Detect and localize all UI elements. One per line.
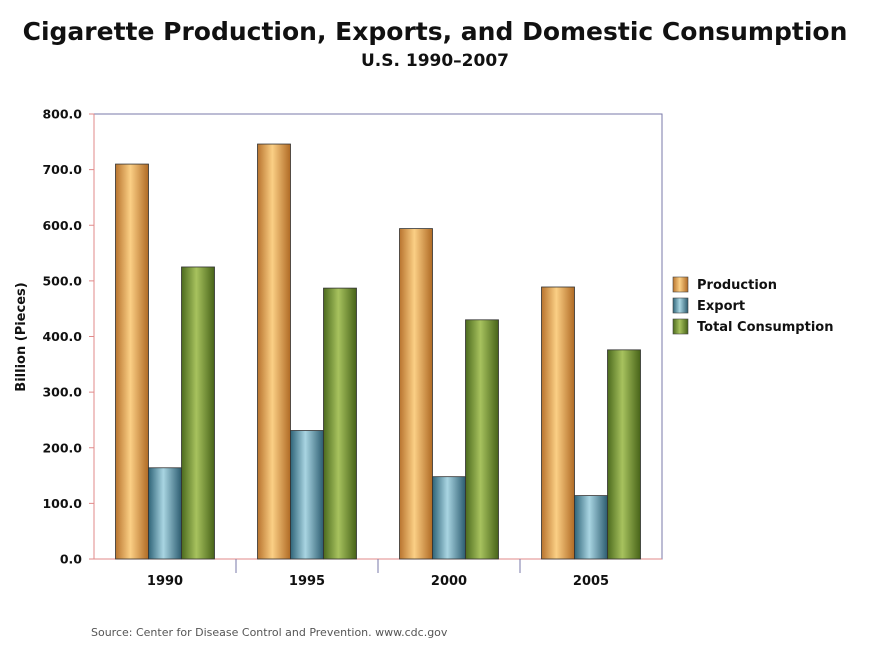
legend-swatch <box>672 276 689 293</box>
y-tick-label: 100.0 <box>42 496 82 511</box>
x-axis-ticks: 1990 1995 2000 2005 <box>147 559 609 589</box>
legend-swatch <box>672 297 689 314</box>
chart-subtitle: U.S. 1990–2007 <box>360 51 509 71</box>
y-axis-ticks: 0.0 100.0 200.0 300.0 400.0 500.0 600.0 700.0 80… <box>42 107 94 567</box>
y-tick-label: 600.0 <box>42 218 82 233</box>
y-tick-label: 200.0 <box>42 440 82 455</box>
bar-export-1995 <box>290 430 324 560</box>
y-tick-label: 500.0 <box>42 273 82 288</box>
bar-total-consumption-2000 <box>465 319 499 560</box>
bar-total-consumption-2005 <box>607 349 641 560</box>
chart-title: Cigarette Production, Exports, and Domes… <box>22 17 848 46</box>
bar-production-2000 <box>399 228 433 560</box>
y-axis-label: Billion (Pieces) <box>14 282 29 391</box>
x-tick-label: 1990 <box>147 574 183 589</box>
bar-export-2000 <box>432 476 466 560</box>
legend-label: Total Consumption <box>697 320 833 335</box>
bar-total-consumption-1995 <box>323 287 357 560</box>
bar-production-1990 <box>115 163 149 560</box>
legend-label: Export <box>697 299 745 314</box>
y-tick-label: 400.0 <box>42 329 82 344</box>
x-tick-label: 2000 <box>431 574 467 589</box>
y-tick-label: 700.0 <box>42 162 82 177</box>
source-note: Source: Center for Disease Control and P… <box>91 626 448 639</box>
bar-production-2005 <box>541 286 575 560</box>
legend-label: Production <box>697 278 777 293</box>
y-tick-label: 800.0 <box>42 107 82 122</box>
legend-swatch <box>672 318 689 335</box>
y-tick-label: 300.0 <box>42 385 82 400</box>
x-tick-label: 2005 <box>573 574 609 589</box>
bar-production-1995 <box>257 143 291 560</box>
x-tick-label: 1995 <box>289 574 325 589</box>
legend: Production Export Total Consumption <box>672 276 833 335</box>
bar-total-consumption-1990 <box>181 266 215 560</box>
bar-export-2005 <box>574 495 608 560</box>
bar-export-1990 <box>148 467 182 560</box>
y-tick-label: 0.0 <box>60 552 82 567</box>
bars <box>115 143 641 560</box>
